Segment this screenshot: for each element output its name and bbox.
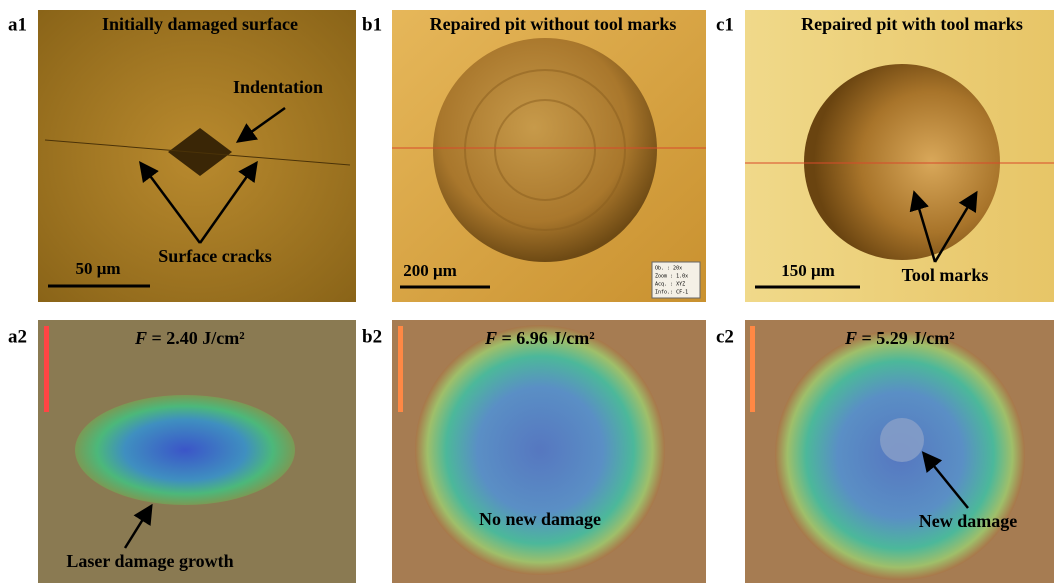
panel-label: b1: [362, 14, 382, 35]
figure: a1 Initially damaged surface Indentation…: [0, 0, 1054, 583]
value: = 2.40 J/cm²: [152, 328, 245, 348]
scale-label: 150 μm: [781, 261, 835, 280]
symbol: F: [484, 328, 497, 348]
annotation: Laser damage growth: [66, 551, 233, 571]
annotation: No new damage: [479, 509, 601, 529]
info-text: Acq. : XYZ: [655, 282, 685, 288]
colorbar: [44, 326, 49, 412]
panel-title: Initially damaged surface: [102, 14, 298, 34]
panel-label: b2: [362, 326, 382, 347]
fluence: F = 5.29 J/cm²: [844, 328, 955, 348]
info-text: Zoom : 1.0x: [655, 274, 688, 280]
panel-label: c1: [716, 14, 734, 35]
panel-label: a1: [8, 14, 27, 35]
damage-site: [880, 418, 924, 462]
symbol: F: [134, 328, 147, 348]
value: = 6.96 J/cm²: [502, 328, 595, 348]
pit: [433, 38, 657, 262]
fluence: F = 6.96 J/cm²: [484, 328, 595, 348]
colorbar: [750, 326, 755, 412]
annotation: Indentation: [233, 77, 323, 97]
pit: [804, 64, 1000, 260]
annotation: Surface cracks: [158, 246, 271, 266]
panel-label: a2: [8, 326, 27, 347]
panel-title: Repaired pit without tool marks: [430, 14, 677, 34]
annotation: New damage: [919, 511, 1017, 531]
symbol: F: [844, 328, 857, 348]
annotation: Tool marks: [902, 265, 989, 285]
damage-site: [75, 395, 295, 505]
scale-label: 50 μm: [75, 259, 120, 278]
colorbar: [398, 326, 403, 412]
panel-title: Repaired pit with tool marks: [801, 14, 1023, 34]
scale-label: 200 μm: [403, 261, 457, 280]
info-text: Ob. : 20x: [655, 266, 682, 272]
fluence: F = 2.40 J/cm²: [134, 328, 245, 348]
info-text: Info.: CF-1: [655, 290, 688, 296]
panel-label: c2: [716, 326, 734, 347]
value: = 5.29 J/cm²: [862, 328, 955, 348]
pit-map: [415, 325, 665, 575]
